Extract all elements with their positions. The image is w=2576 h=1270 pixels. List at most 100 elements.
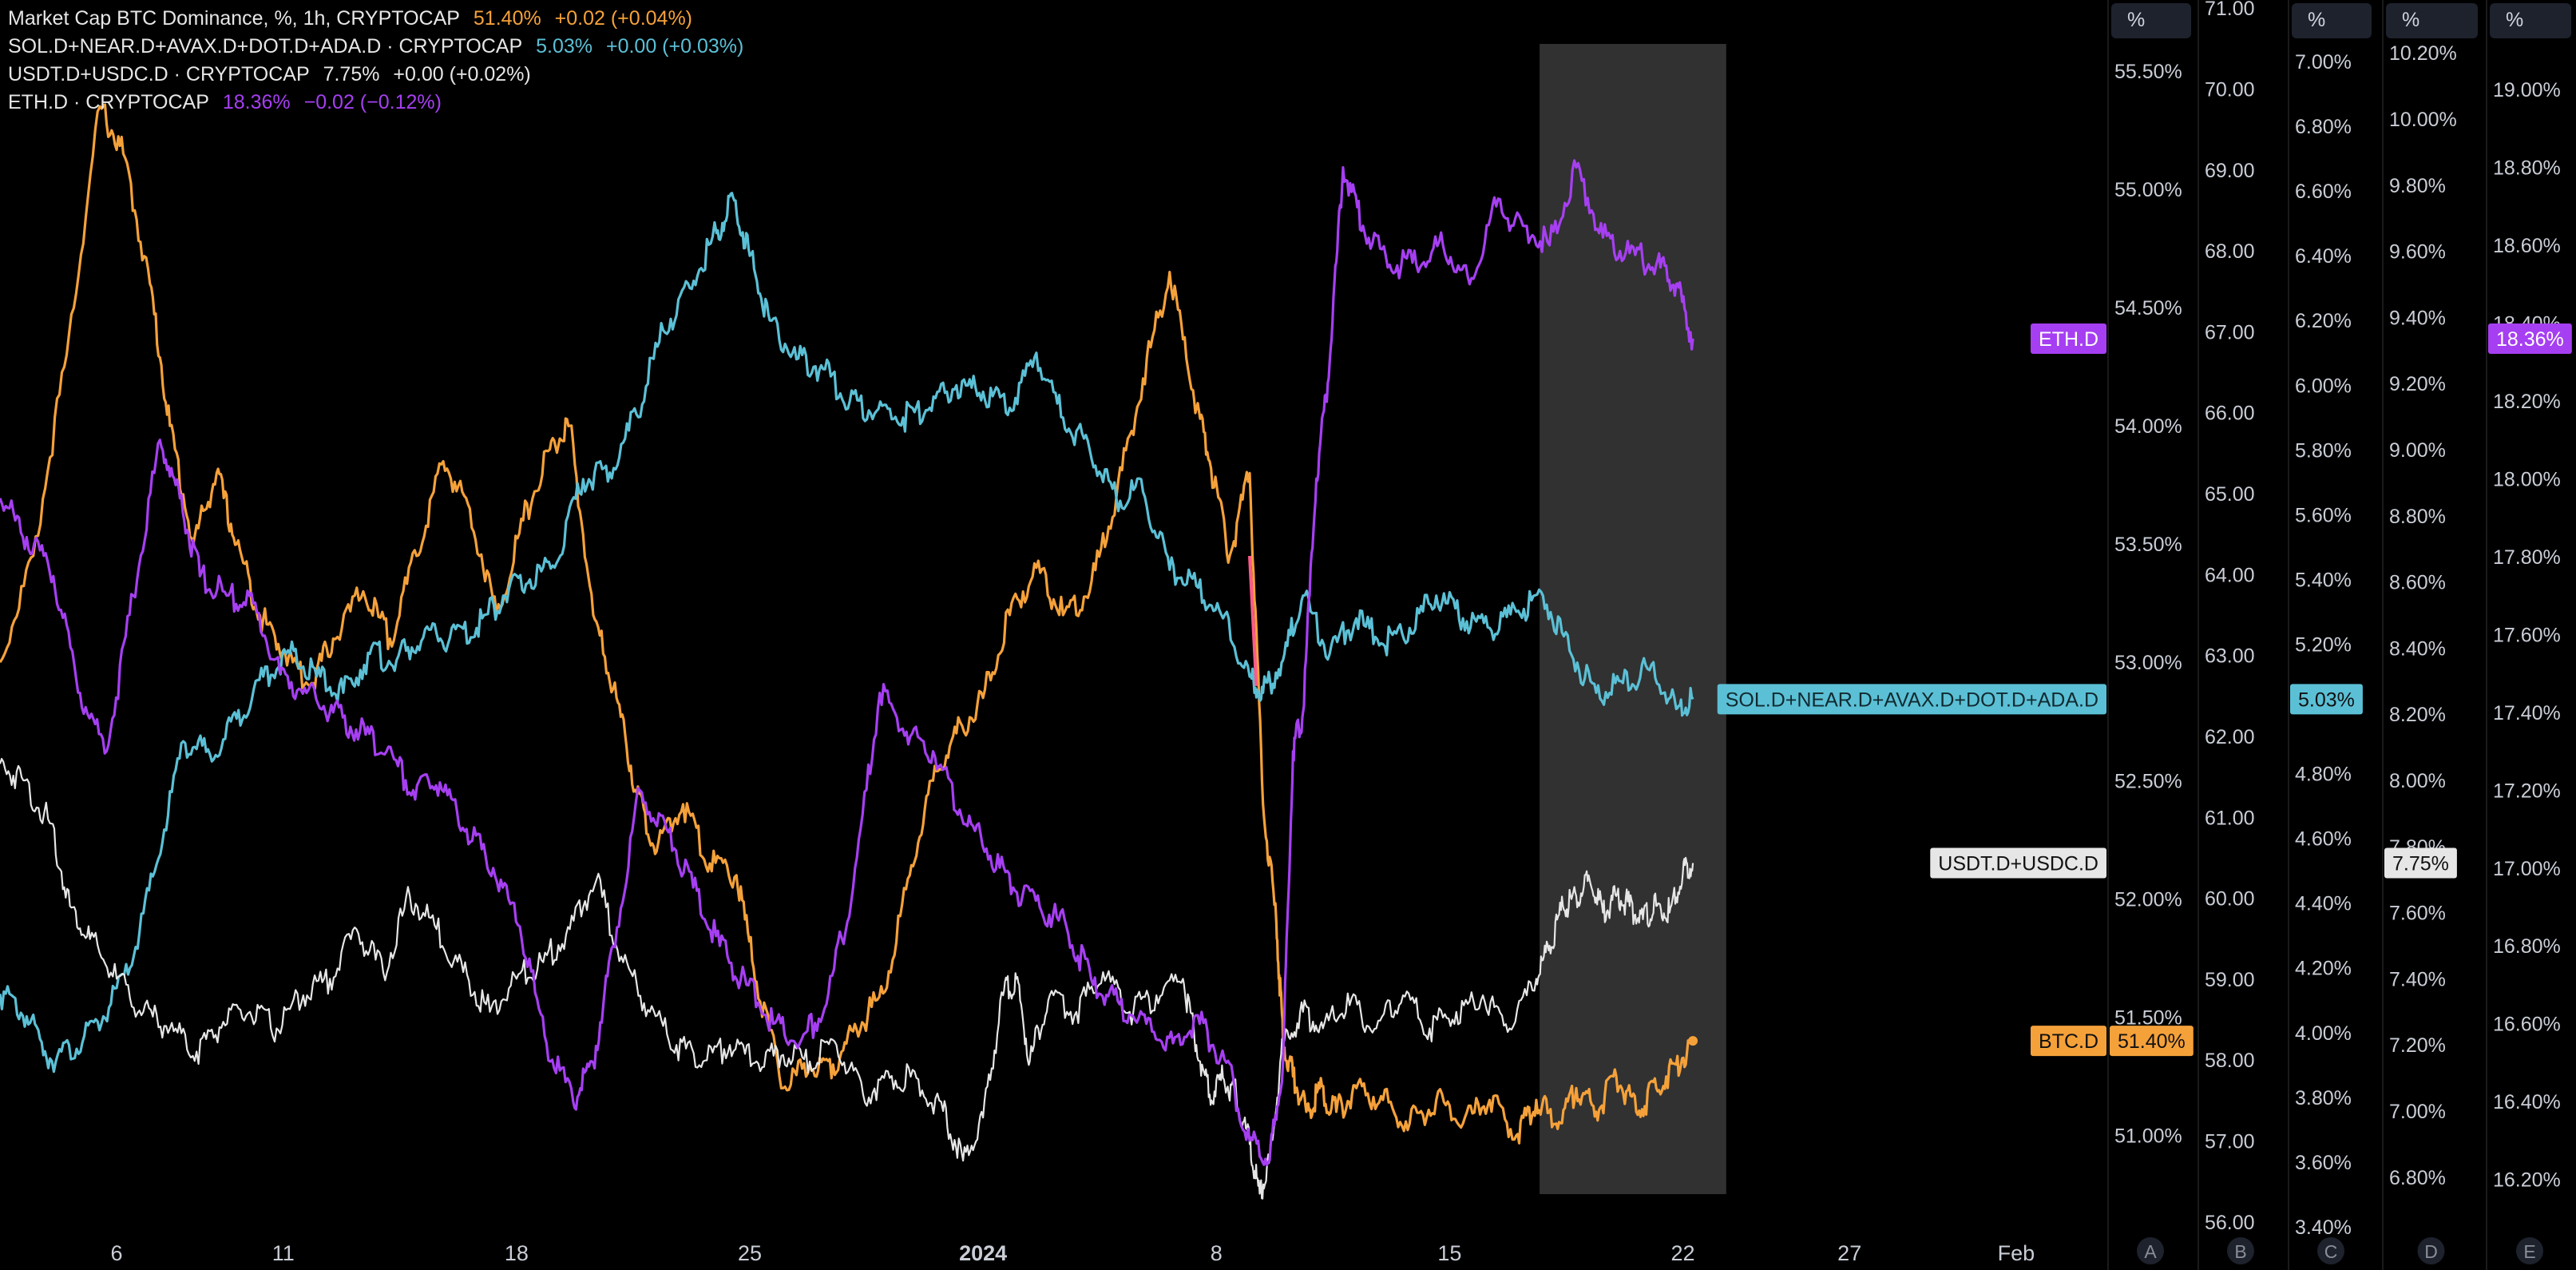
- axis-id-label: A: [2144, 1241, 2157, 1262]
- axis-column: [2198, 0, 2286, 1270]
- axis-tick-label: 67.00: [2205, 321, 2255, 343]
- legend-change: +0.02 (+0.04%): [554, 7, 692, 30]
- legend-row-eth[interactable]: ETH.D · CRYPTOCAP 18.36% −0.02 (−0.12%): [8, 89, 751, 117]
- series-line: [0, 192, 1694, 1074]
- axis-tick-label: 9.40%: [2389, 307, 2446, 329]
- series-name-tag-text: USDT.D+USDC.D: [1938, 852, 2098, 875]
- axis-tick-label: 10.20%: [2389, 42, 2457, 65]
- axis-tick-label: 70.00: [2205, 78, 2255, 101]
- axis-unit-button[interactable]: [2111, 3, 2191, 38]
- series-value-tag: [2384, 847, 2457, 879]
- axis-unit-label: %: [2308, 9, 2325, 31]
- axis-tick-label: 53.50%: [2114, 534, 2182, 556]
- axis-tick-label: 52.00%: [2114, 888, 2182, 911]
- axis-tick-label: 63.00: [2205, 645, 2255, 668]
- axis-tick-label: 61.00: [2205, 807, 2255, 829]
- axis-tick-label: 17.00%: [2493, 858, 2561, 880]
- series-value-tag: [2290, 684, 2363, 715]
- axis-tick-label: 3.60%: [2295, 1152, 2352, 1174]
- axis-unit-label: %: [2402, 9, 2419, 31]
- series-value-tag: [2488, 323, 2572, 354]
- axis-tick-label: 6.40%: [2295, 245, 2352, 268]
- axis-tick-label: 10.00%: [2389, 109, 2457, 131]
- axis-tick-label: 8.40%: [2389, 637, 2446, 660]
- series-name-tag: [1717, 684, 2106, 715]
- axis-tick-label: 17.80%: [2493, 546, 2561, 569]
- legend-value: 5.03%: [536, 35, 593, 58]
- axis-tick-label: 8.00%: [2389, 770, 2446, 792]
- axis-id-badge[interactable]: [2137, 1237, 2164, 1264]
- axis-id-label: E: [2523, 1241, 2535, 1262]
- axis-tick-label: 54.00%: [2114, 415, 2182, 438]
- axis-unit-button[interactable]: [2490, 3, 2571, 38]
- series-name-tag: [2031, 1026, 2106, 1057]
- axis-id-badge[interactable]: [2417, 1237, 2445, 1264]
- legend-change: +0.00 (+0.02%): [393, 63, 531, 85]
- legend-value: 7.75%: [323, 63, 380, 85]
- axis-tick-label: 7.60%: [2389, 903, 2446, 925]
- axis-tick-label: 60.00: [2205, 888, 2255, 911]
- series-value-tag-text: 7.75%: [2392, 852, 2449, 875]
- series-value-tag-text: 51.40%: [2118, 1030, 2186, 1053]
- axis-tick-label: 19.00%: [2493, 79, 2561, 101]
- axis-tick-label: 6.80%: [2389, 1167, 2446, 1189]
- axis-tick-label: 4.20%: [2295, 958, 2352, 980]
- axis-id-badge[interactable]: [2227, 1237, 2254, 1264]
- axis-tick-label: 51.50%: [2114, 1006, 2182, 1029]
- axis-tick-label: 17.60%: [2493, 624, 2561, 646]
- series-name-tag: [1930, 847, 2106, 879]
- axis-tick-label: 8.20%: [2389, 704, 2446, 726]
- axis-tick-label: 18.20%: [2493, 391, 2561, 413]
- axis-tick-label: 4.00%: [2295, 1022, 2352, 1045]
- axis-tick-label: 7.20%: [2389, 1034, 2446, 1057]
- axis-id-label: B: [2234, 1241, 2246, 1262]
- axis-column: [2383, 0, 2483, 1270]
- legend-value: 18.36%: [222, 91, 291, 113]
- axis-tick-label: 62.00: [2205, 726, 2255, 748]
- legend-row-stablecoins[interactable]: USDT.D+USDC.D · CRYPTOCAP 7.75% +0.00 (+…: [8, 61, 751, 89]
- axis-tick-label: 5.40%: [2295, 569, 2352, 591]
- axis-tick-label: 5.60%: [2295, 504, 2352, 526]
- axis-tick-label: 56.00: [2205, 1212, 2255, 1234]
- axis-tick-label: 6.20%: [2295, 310, 2352, 332]
- axis-column: [2487, 0, 2576, 1270]
- legend-row-btc[interactable]: Market Cap BTC Dominance, %, 1h, CRYPTOC…: [8, 5, 751, 33]
- axis-tick-label: 7.40%: [2389, 968, 2446, 990]
- chart-legend: Market Cap BTC Dominance, %, 1h, CRYPTOC…: [8, 5, 751, 117]
- time-axis-label: Feb: [1998, 1241, 2035, 1265]
- axis-unit-button[interactable]: [2386, 3, 2478, 38]
- axis-tick-label: 69.00: [2205, 160, 2255, 182]
- series-value-tag-text: 5.03%: [2298, 689, 2355, 711]
- axis-tick-label: 54.50%: [2114, 297, 2182, 319]
- axis-tick-label: 9.60%: [2389, 241, 2446, 264]
- axis-tick-label: 9.20%: [2389, 373, 2446, 395]
- axis-tick-label: 64.00: [2205, 564, 2255, 586]
- axis-id-badge[interactable]: [2317, 1237, 2344, 1264]
- legend-row-sol-basket[interactable]: SOL.D+NEAR.D+AVAX.D+DOT.D+ADA.D · CRYPTO…: [8, 33, 751, 61]
- legend-name: Market Cap BTC Dominance, %, 1h, CRYPTOC…: [8, 7, 460, 30]
- legend-name: ETH.D · CRYPTOCAP: [8, 91, 209, 113]
- highlight-range: [1540, 44, 1726, 1194]
- axis-unit-label: %: [2127, 9, 2145, 31]
- axis-unit-button[interactable]: [2292, 3, 2372, 38]
- time-axis-label: 8: [1211, 1241, 1223, 1265]
- axis-tick-label: 17.20%: [2493, 780, 2561, 802]
- axis-tick-label: 52.50%: [2114, 770, 2182, 792]
- axis-tick-label: 4.40%: [2295, 893, 2352, 915]
- legend-change: −0.02 (−0.12%): [303, 91, 442, 113]
- series-name-tag: [2031, 323, 2106, 354]
- axis-unit-label: %: [2506, 9, 2523, 31]
- axis-tick-label: 18.00%: [2493, 468, 2561, 490]
- series-name-tag-text: ETH.D: [2039, 328, 2098, 351]
- axis-id-badge[interactable]: [2516, 1237, 2543, 1264]
- axis-tick-label: 55.50%: [2114, 61, 2182, 83]
- series-line: [0, 757, 1694, 1200]
- time-axis-label: 11: [272, 1241, 295, 1265]
- axis-column: [2289, 0, 2376, 1270]
- time-axis-label: 25: [738, 1241, 762, 1265]
- axis-tick-label: 3.80%: [2295, 1087, 2352, 1109]
- axis-tick-label: 7.00%: [2295, 51, 2352, 73]
- axis-tick-label: 58.00: [2205, 1050, 2255, 1072]
- axis-tick-label: 68.00: [2205, 240, 2255, 263]
- series-name-tag-text: SOL.D+NEAR.D+AVAX.D+DOT.D+ADA.D: [1726, 689, 2098, 711]
